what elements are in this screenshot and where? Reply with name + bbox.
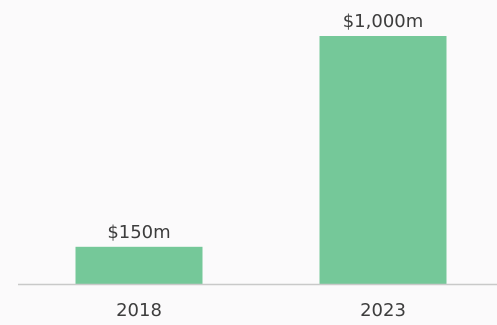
bars-group	[75, 36, 447, 284]
x-tick-label-2023: 2023	[360, 300, 406, 321]
x-tick-label-2018: 2018	[116, 300, 162, 321]
data-label-2018: $150m	[107, 222, 170, 243]
labels-group: $150m 2018 $1,000m 2023	[107, 11, 423, 321]
data-label-2023: $1,000m	[343, 11, 424, 32]
bar-2018	[75, 246, 203, 284]
bar-2023	[319, 36, 447, 284]
